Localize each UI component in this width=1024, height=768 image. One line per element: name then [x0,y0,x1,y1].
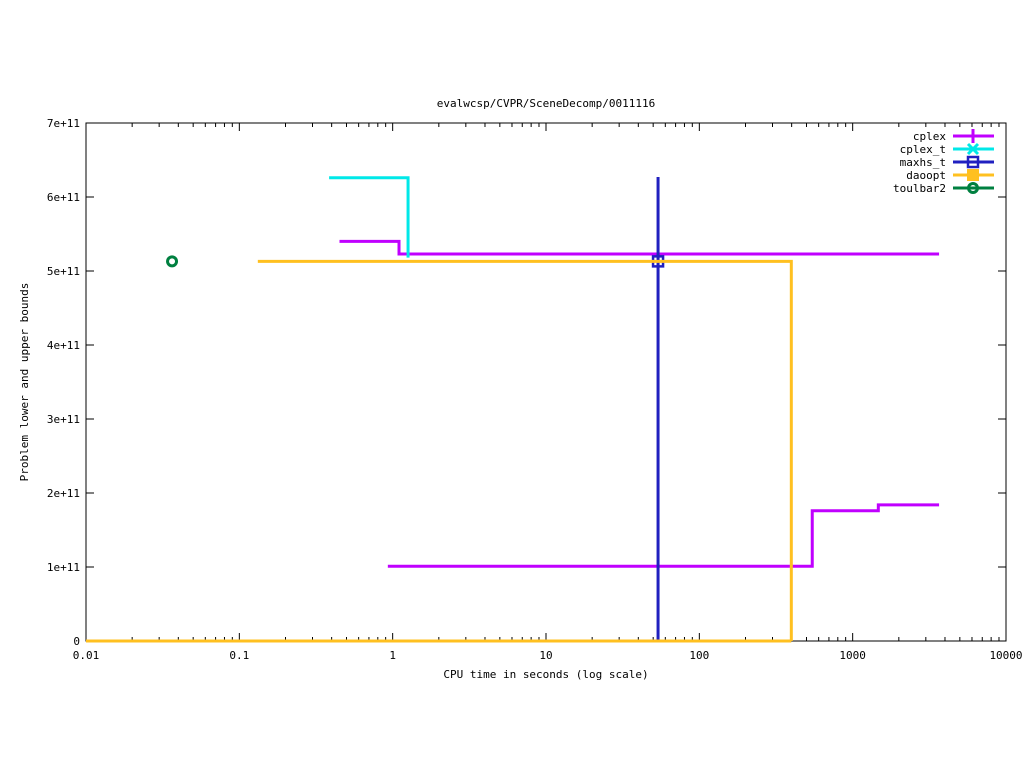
axes: 0 1e+11 2e+11 3e+11 4e+11 5e+11 6e+11 7e+11 0.01… [47,117,1023,662]
series-line-cplex_t [329,176,410,258]
series-line-cplex [387,503,940,568]
x-tick-label: 1 [389,649,396,662]
legend-label: cplex_t [900,143,946,156]
x-axis-label: CPU time in seconds (log scale) [443,668,648,681]
x-tick-label: 0.1 [229,649,249,662]
y-tick-label: 3e+11 [47,413,80,426]
y-tick-label: 2e+11 [47,487,80,500]
chart-title: evalwcsp/CVPR/SceneDecomp/0011116 [437,97,656,110]
data-point-toulbar2 [166,255,179,268]
plot-border [85,122,1007,642]
y-tick-label: 1e+11 [47,561,80,574]
y-tick-label: 7e+11 [47,117,80,130]
y-tick-label: 6e+11 [47,191,80,204]
series-line-daoopt [257,259,793,641]
legend-label: daoopt [906,169,946,182]
series-group [86,176,940,643]
y-tick-label: 5e+11 [47,265,80,278]
legend-label: toulbar2 [893,182,946,195]
x-tick-label: 1000 [839,649,866,662]
legend-marker [966,142,980,156]
x-tick-label: 10000 [989,649,1022,662]
y-tick-label: 0 [73,635,80,648]
x-tick-label: 100 [689,649,709,662]
y-tick-label: 4e+11 [47,339,80,352]
legend-marker [967,169,979,181]
legend-marker [966,129,980,143]
legend-label: maxhs_t [900,156,946,169]
legend-marker [967,182,979,194]
series-line-cplex [339,239,940,256]
x-tick-label: 10 [539,649,552,662]
legend-label: cplex [913,130,946,143]
x-tick-label: 0.01 [73,649,100,662]
legend-marker [966,155,980,169]
y-axis-label: Problem lower and upper bounds [18,283,31,482]
